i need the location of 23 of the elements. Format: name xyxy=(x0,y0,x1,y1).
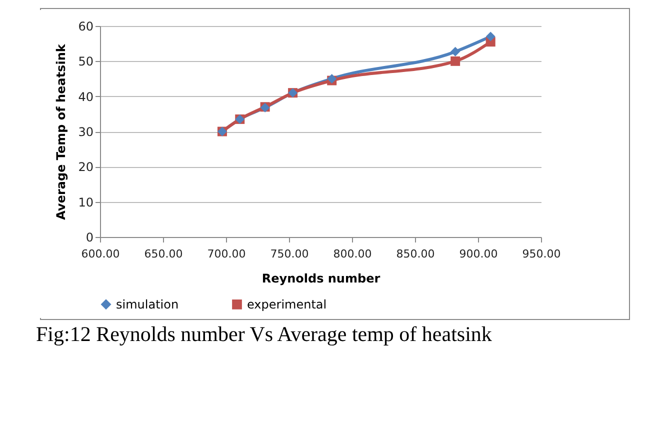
y-tick-label: 50 xyxy=(78,54,94,69)
point xyxy=(450,46,460,56)
x-tick-label: 600.00 xyxy=(81,248,120,260)
point xyxy=(486,32,496,42)
legend-label: simulation xyxy=(116,297,179,312)
x-axis-title: Reynolds number xyxy=(262,272,380,286)
point xyxy=(450,56,460,66)
x-tick-label: 650.00 xyxy=(144,248,183,260)
y-tick-label: 40 xyxy=(78,90,94,104)
y-tick-label: 10 xyxy=(78,195,94,210)
legend-label: experimental xyxy=(247,297,327,312)
x-tick-label: 700.00 xyxy=(207,248,246,260)
y-axis-title: Average Temp of heatsink xyxy=(54,43,68,220)
y-tick-label: 60 xyxy=(78,20,94,34)
y-tick-label: 0 xyxy=(86,230,94,244)
y-tick-label: 20 xyxy=(78,160,94,174)
x-tick-label: 950.00 xyxy=(522,248,561,260)
x-tick-label: 900.00 xyxy=(459,248,498,260)
x-tick-label: 800.00 xyxy=(333,248,372,260)
x-tick-label: 850.00 xyxy=(396,248,435,260)
text: Fig:12 Reynolds number Vs Average temp of heatsink xyxy=(36,322,492,347)
y-tick-label: 30 xyxy=(78,125,94,139)
x-tick-label: 750.00 xyxy=(270,248,309,260)
